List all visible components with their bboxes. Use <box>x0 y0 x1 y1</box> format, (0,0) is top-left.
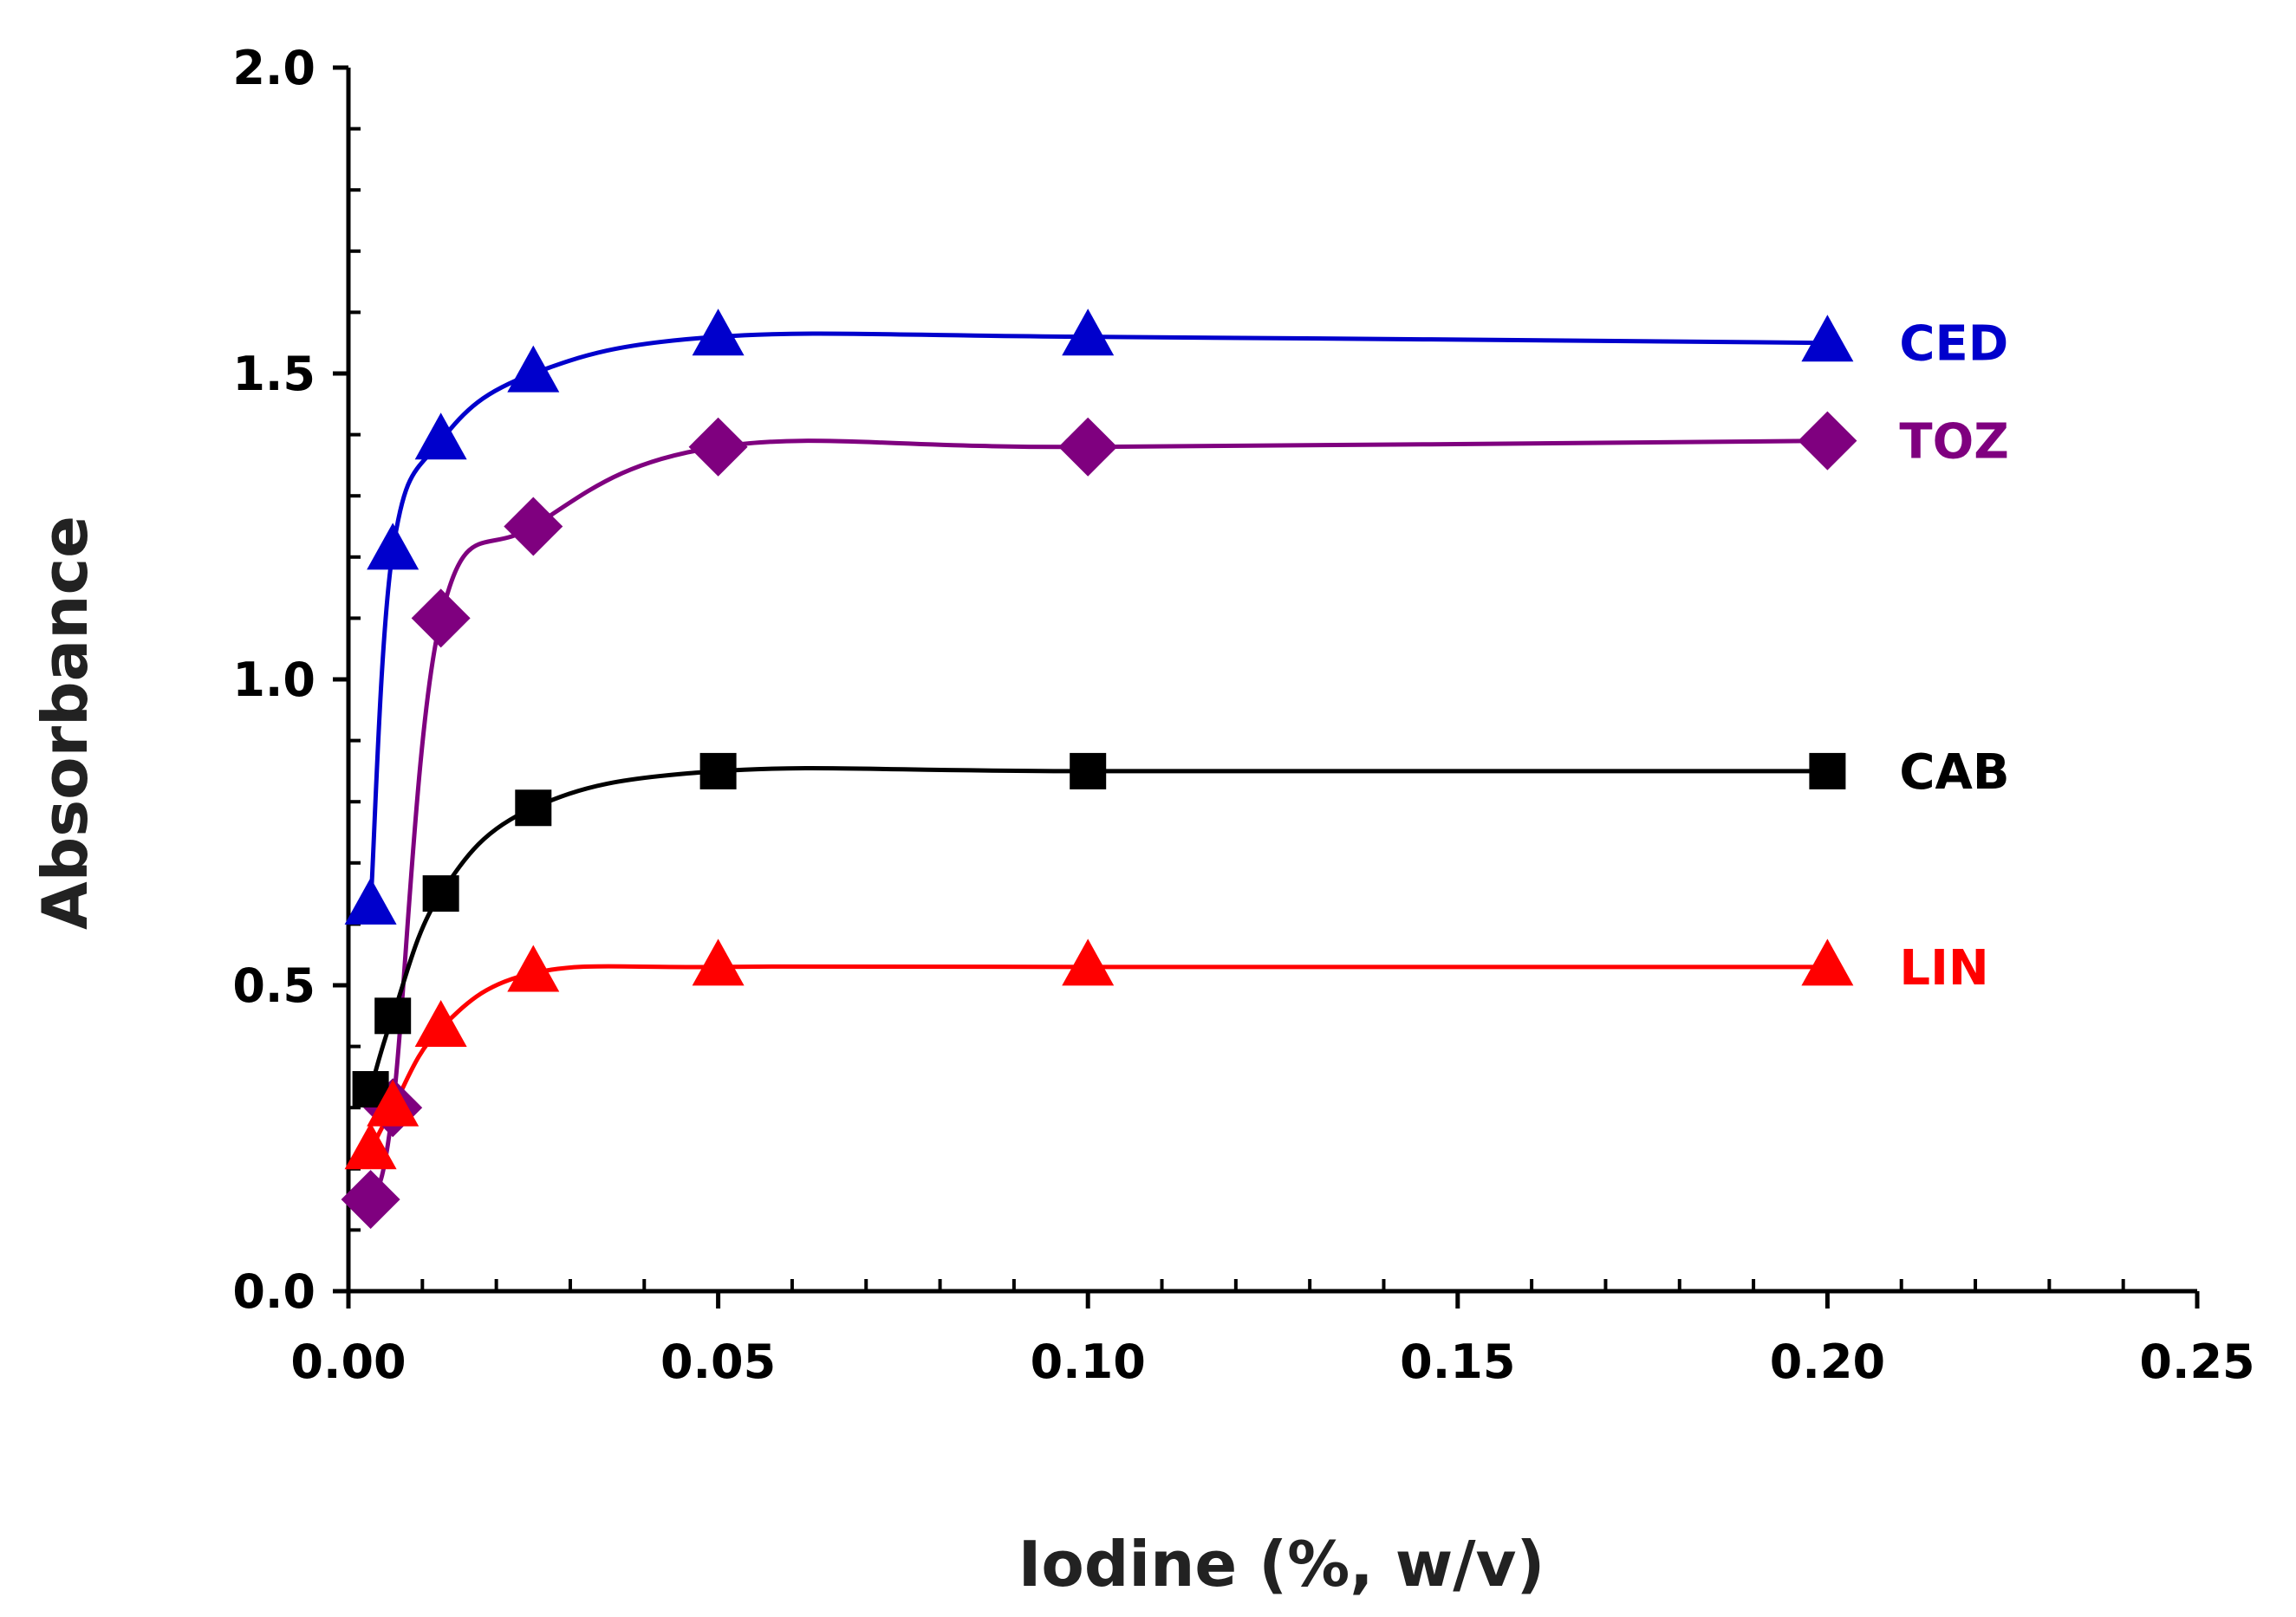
x-tick-label: 0.00 <box>290 1335 406 1389</box>
data-point-ced <box>414 412 467 460</box>
data-point-ced <box>692 308 745 356</box>
series-line-cab <box>368 766 1828 1090</box>
data-point-cab <box>699 752 737 789</box>
tick-marks <box>333 65 2200 1309</box>
y-tick-label: 2.0 <box>232 41 315 95</box>
y-tick-label: 0.5 <box>232 958 315 1013</box>
series-markers <box>341 308 1857 1230</box>
axes <box>346 68 2197 1294</box>
data-point-toz <box>411 588 471 648</box>
data-point-cab <box>422 875 459 912</box>
data-point-toz <box>504 497 563 556</box>
data-point-cab <box>515 789 552 827</box>
x-tick-label: 0.15 <box>1400 1335 1515 1389</box>
data-point-ced <box>507 345 560 393</box>
data-point-cab <box>1070 752 1107 789</box>
data-point-lin <box>507 945 560 992</box>
data-point-lin <box>344 1122 397 1170</box>
data-point-lin <box>1062 938 1115 986</box>
data-point-ced <box>367 523 420 570</box>
tick-labels: 0.0 0.5 1.0 1.5 2.0 0.00 0.05 0.10 0.15 0.20 0.25 <box>232 41 2254 1389</box>
y-tick-label: 1.0 <box>232 653 315 707</box>
data-point-lin <box>367 1079 420 1127</box>
x-axis-title: Iodine (%, w/v) <box>1018 1528 1545 1601</box>
y-tick-label: 1.5 <box>232 347 315 401</box>
series-label-cab: CAB <box>1899 744 2009 801</box>
series-labels: CED TOZ CAB LIN <box>1899 316 2009 997</box>
data-point-toz <box>1058 417 1118 477</box>
data-point-lin <box>692 938 745 986</box>
series-line-lin <box>368 964 1828 1152</box>
data-point-ced <box>344 877 397 925</box>
y-axis-title: Absorbance <box>29 516 101 930</box>
data-point-lin <box>414 1000 467 1048</box>
data-point-ced <box>1801 315 1854 362</box>
series-label-lin: LIN <box>1899 940 1988 997</box>
series-label-toz: TOZ <box>1899 414 2008 471</box>
x-tick-label: 0.05 <box>660 1335 776 1389</box>
data-point-toz <box>688 417 748 477</box>
series-label-ced: CED <box>1899 316 2008 373</box>
x-tick-label: 0.10 <box>1031 1335 1146 1389</box>
x-tick-label: 0.25 <box>2139 1335 2254 1389</box>
data-point-toz <box>1798 411 1857 471</box>
data-point-ced <box>1062 308 1115 356</box>
data-point-cab <box>374 997 412 1035</box>
x-tick-label: 0.20 <box>1770 1335 1885 1389</box>
data-point-cab <box>1809 752 1846 789</box>
series-line-toz <box>368 438 1828 1200</box>
series-line-ced <box>368 331 1828 906</box>
y-tick-label: 0.0 <box>232 1264 315 1319</box>
data-point-lin <box>1801 938 1854 986</box>
data-point-toz <box>341 1170 400 1230</box>
